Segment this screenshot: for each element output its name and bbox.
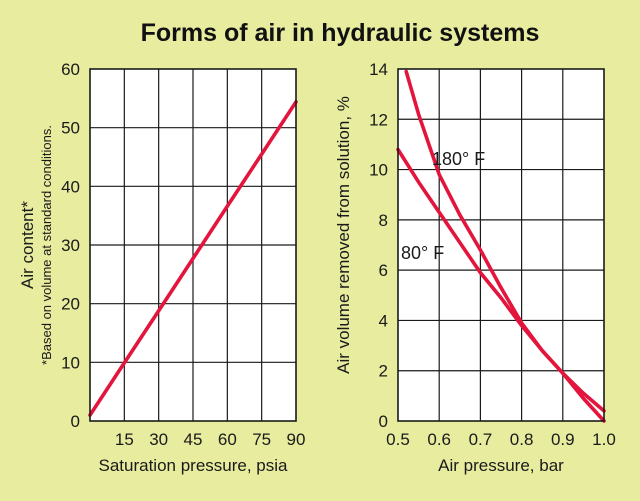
x-tick-label: 0.6 <box>427 430 451 449</box>
x-tick-label: 1.0 <box>592 430 616 449</box>
y-tick-label: 12 <box>369 110 388 129</box>
series-label-180f: 180° F <box>432 149 485 169</box>
x-tick-label: 90 <box>287 430 306 449</box>
y-tick-label: 14 <box>369 60 388 79</box>
series-left <box>88 100 298 417</box>
y-tick-label: 40 <box>61 177 80 196</box>
y-tick-label: 60 <box>61 60 80 79</box>
y-tick-label: 50 <box>61 119 80 138</box>
x-tick-label: 0.9 <box>551 430 575 449</box>
tick-labels-right: 0 2 4 6 8 10 12 14 0.5 0.6 0.7 0.8 0.9 1.0 <box>369 60 616 449</box>
x-axis-label-right: Air pressure, bar <box>438 456 564 475</box>
series-right <box>396 69 606 423</box>
y-tick-label: 20 <box>61 295 80 314</box>
series-line-0 <box>88 100 298 417</box>
series-line-1 <box>396 147 606 423</box>
series-label-80f: 80° F <box>401 243 444 263</box>
grid-left <box>90 69 296 421</box>
tick-labels-left: 0 10 20 30 40 50 60 15 30 45 60 75 90 <box>61 60 305 449</box>
plot-frame-right <box>397 68 605 422</box>
plot-frame-left <box>89 68 297 422</box>
x-tick-label: 0.8 <box>510 430 534 449</box>
x-tick-label: 15 <box>115 430 134 449</box>
x-tick-label: 75 <box>252 430 271 449</box>
y-tick-label: 10 <box>61 353 80 372</box>
x-tick-label: 30 <box>149 430 168 449</box>
y-tick-label: 30 <box>61 236 80 255</box>
y-tick-label: 2 <box>379 362 388 381</box>
chart-left: 0 10 20 30 40 50 60 15 30 45 60 75 90 Saturation pre… <box>18 60 305 475</box>
x-tick-label: 0.5 <box>386 430 410 449</box>
y-axis-note-left: *Based on volume at standard conditions. <box>39 125 54 365</box>
y-axis-label-left: Air content* <box>18 201 37 289</box>
y-axis-label-right: Air volume removed from solution, % <box>334 96 353 374</box>
plot-area-right <box>398 69 604 421</box>
x-axis-label-left: Saturation pressure, psia <box>99 456 289 475</box>
y-tick-label: 0 <box>71 412 80 431</box>
y-tick-label: 4 <box>379 311 388 330</box>
chart-title: Forms of air in hydraulic systems <box>141 19 540 47</box>
x-tick-label: 45 <box>184 430 203 449</box>
x-tick-label: 60 <box>218 430 237 449</box>
x-tick-label: 0.7 <box>469 430 493 449</box>
y-tick-label: 8 <box>379 211 388 230</box>
y-tick-label: 0 <box>379 412 388 431</box>
y-tick-label: 6 <box>379 261 388 280</box>
y-tick-label: 10 <box>369 161 388 180</box>
chart-right: 0 2 4 6 8 10 12 14 0.5 0.6 0.7 0.8 0.9 1.0 Air pressu… <box>334 60 616 475</box>
grid-right <box>398 69 604 421</box>
